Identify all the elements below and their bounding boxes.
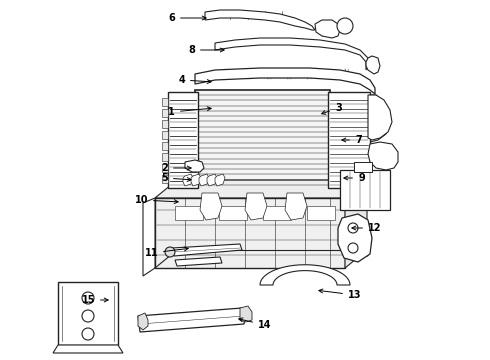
Polygon shape xyxy=(245,193,267,220)
Polygon shape xyxy=(328,92,370,188)
Polygon shape xyxy=(205,10,315,30)
Polygon shape xyxy=(219,206,247,220)
Polygon shape xyxy=(195,90,330,190)
Polygon shape xyxy=(138,308,245,332)
Polygon shape xyxy=(175,257,222,266)
Polygon shape xyxy=(285,193,307,220)
Circle shape xyxy=(165,247,175,257)
Polygon shape xyxy=(155,198,345,268)
Polygon shape xyxy=(200,193,222,220)
Polygon shape xyxy=(183,174,193,186)
Text: 4: 4 xyxy=(178,75,211,85)
Circle shape xyxy=(348,223,358,233)
Polygon shape xyxy=(58,282,118,345)
Text: 11: 11 xyxy=(145,247,188,258)
Polygon shape xyxy=(263,206,291,220)
Text: 13: 13 xyxy=(319,289,362,300)
Polygon shape xyxy=(162,109,168,117)
Text: 1: 1 xyxy=(168,107,211,117)
Circle shape xyxy=(337,18,353,34)
Polygon shape xyxy=(162,175,168,183)
Text: 3: 3 xyxy=(321,103,342,114)
Polygon shape xyxy=(199,174,209,186)
Polygon shape xyxy=(315,20,340,38)
Polygon shape xyxy=(53,345,123,353)
Polygon shape xyxy=(207,174,217,186)
Text: 6: 6 xyxy=(168,13,206,23)
Polygon shape xyxy=(215,174,225,186)
Polygon shape xyxy=(195,68,375,94)
Text: 8: 8 xyxy=(188,45,224,55)
Polygon shape xyxy=(162,142,168,150)
Polygon shape xyxy=(338,214,372,262)
Polygon shape xyxy=(162,153,168,161)
Circle shape xyxy=(82,310,94,322)
Text: 5: 5 xyxy=(161,173,191,183)
Polygon shape xyxy=(354,162,372,172)
Polygon shape xyxy=(155,180,367,198)
Polygon shape xyxy=(366,56,380,74)
Polygon shape xyxy=(340,170,390,210)
Polygon shape xyxy=(138,313,148,330)
Text: 7: 7 xyxy=(342,135,362,145)
Circle shape xyxy=(82,328,94,340)
Polygon shape xyxy=(168,92,198,188)
Polygon shape xyxy=(368,95,392,140)
Polygon shape xyxy=(143,198,155,276)
Polygon shape xyxy=(368,142,398,170)
Polygon shape xyxy=(260,265,350,285)
Polygon shape xyxy=(191,174,201,186)
Polygon shape xyxy=(240,306,252,322)
Text: 10: 10 xyxy=(134,195,178,205)
Polygon shape xyxy=(162,131,168,139)
Polygon shape xyxy=(345,180,367,268)
Polygon shape xyxy=(185,160,204,172)
Polygon shape xyxy=(172,244,242,256)
Text: 12: 12 xyxy=(352,223,382,233)
Text: 2: 2 xyxy=(161,163,191,173)
Polygon shape xyxy=(162,164,168,172)
Polygon shape xyxy=(215,38,368,70)
Text: 15: 15 xyxy=(81,295,108,305)
Circle shape xyxy=(82,292,94,304)
Polygon shape xyxy=(307,206,335,220)
Polygon shape xyxy=(162,98,168,106)
Text: 9: 9 xyxy=(344,173,365,183)
Circle shape xyxy=(348,243,358,253)
Polygon shape xyxy=(162,120,168,128)
Text: 14: 14 xyxy=(239,318,271,330)
Polygon shape xyxy=(175,206,203,220)
